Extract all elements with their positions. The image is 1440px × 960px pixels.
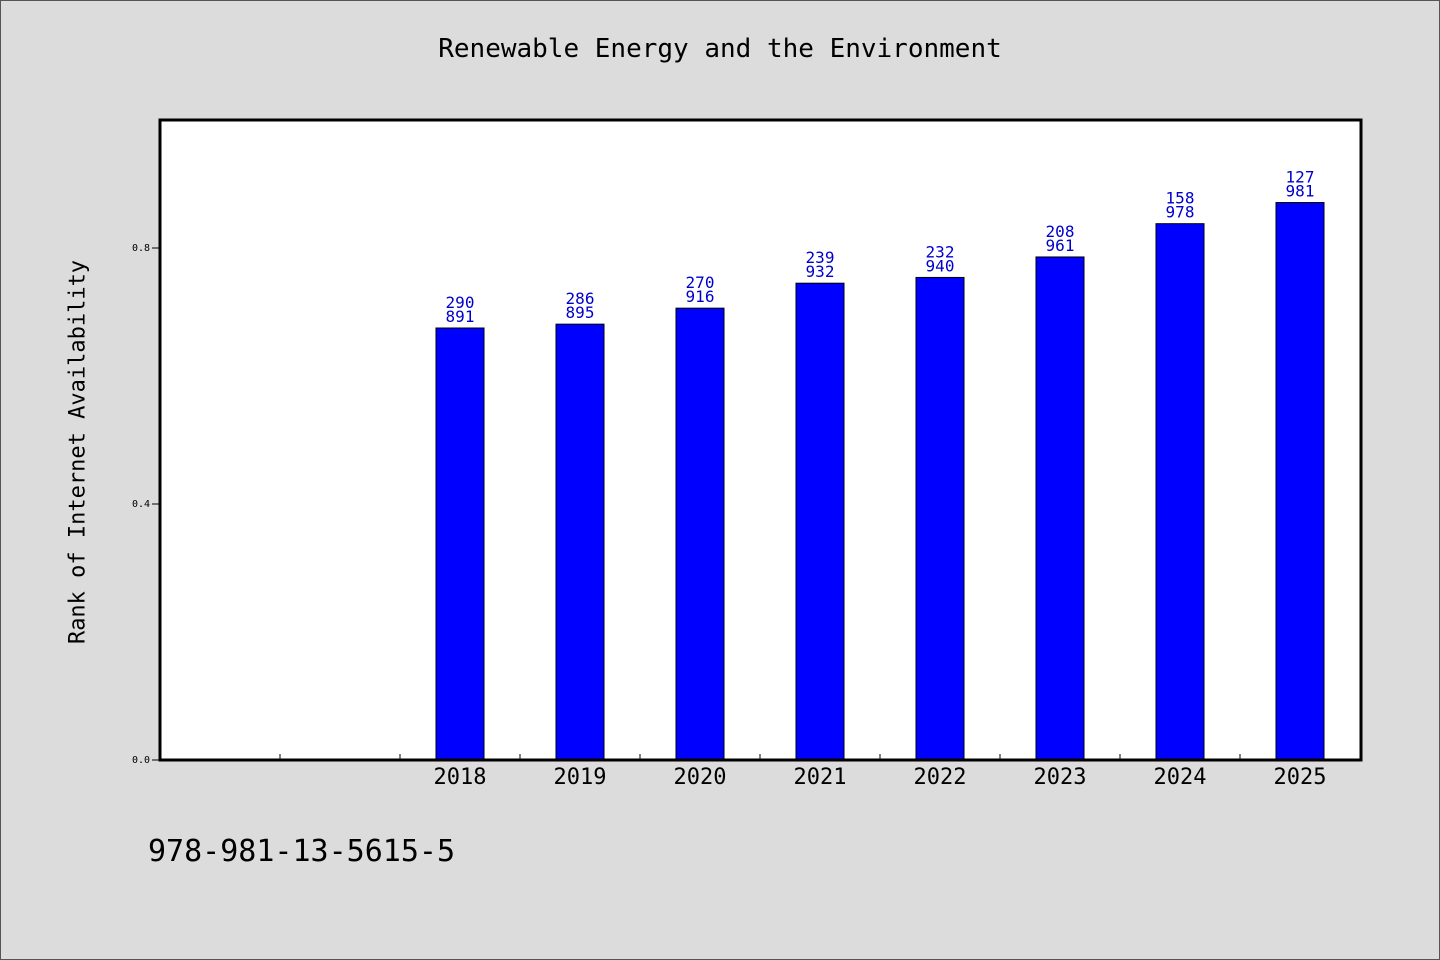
data-label-top: 239	[806, 248, 835, 267]
y-tick-label: 0.4	[132, 499, 150, 510]
data-label-bottom: 978	[1166, 203, 1195, 222]
x-tick-label: 2019	[554, 765, 607, 790]
bar-2021	[795, 282, 845, 761]
data-label-bottom: 961	[1046, 236, 1075, 255]
data-label-top: 158	[1166, 189, 1195, 208]
isbn-footer: 978-981-13-5615-5	[148, 834, 456, 869]
data-label-top: 127	[1286, 168, 1315, 187]
bar-2025	[1275, 202, 1325, 761]
bar-2022	[915, 276, 965, 761]
data-label-bottom: 895	[566, 303, 595, 322]
x-tick-label: 2020	[674, 765, 727, 790]
bar-2020	[675, 307, 725, 761]
data-label-bottom: 981	[1286, 182, 1315, 201]
x-tick-label: 2024	[1154, 765, 1207, 790]
data-label-top: 286	[566, 289, 595, 308]
y-tick-label: 0.8	[132, 243, 150, 254]
x-tick-label: 2021	[794, 765, 847, 790]
data-label-bottom: 891	[446, 307, 475, 326]
data-label-top: 208	[1046, 222, 1075, 241]
x-tick-label: 2023	[1034, 765, 1087, 790]
data-label-top: 232	[926, 242, 955, 261]
data-label-top: 290	[446, 293, 475, 312]
bar-2018	[435, 327, 485, 761]
y-tick-label: 0.0	[132, 755, 150, 766]
bar-2023	[1035, 256, 1085, 761]
data-label-bottom: 940	[926, 256, 955, 275]
plot-border	[158, 118, 1363, 762]
x-tick-label: 2022	[914, 765, 967, 790]
x-tick-label: 2018	[434, 765, 487, 790]
data-label-bottom: 916	[686, 287, 715, 306]
data-label-top: 270	[686, 273, 715, 292]
x-tick-label: 2025	[1274, 765, 1327, 790]
bar-2019	[555, 323, 605, 761]
chart-title: Renewable Energy and the Environment	[438, 34, 1002, 64]
bar-2024	[1155, 223, 1205, 761]
data-label-bottom: 932	[806, 262, 835, 281]
